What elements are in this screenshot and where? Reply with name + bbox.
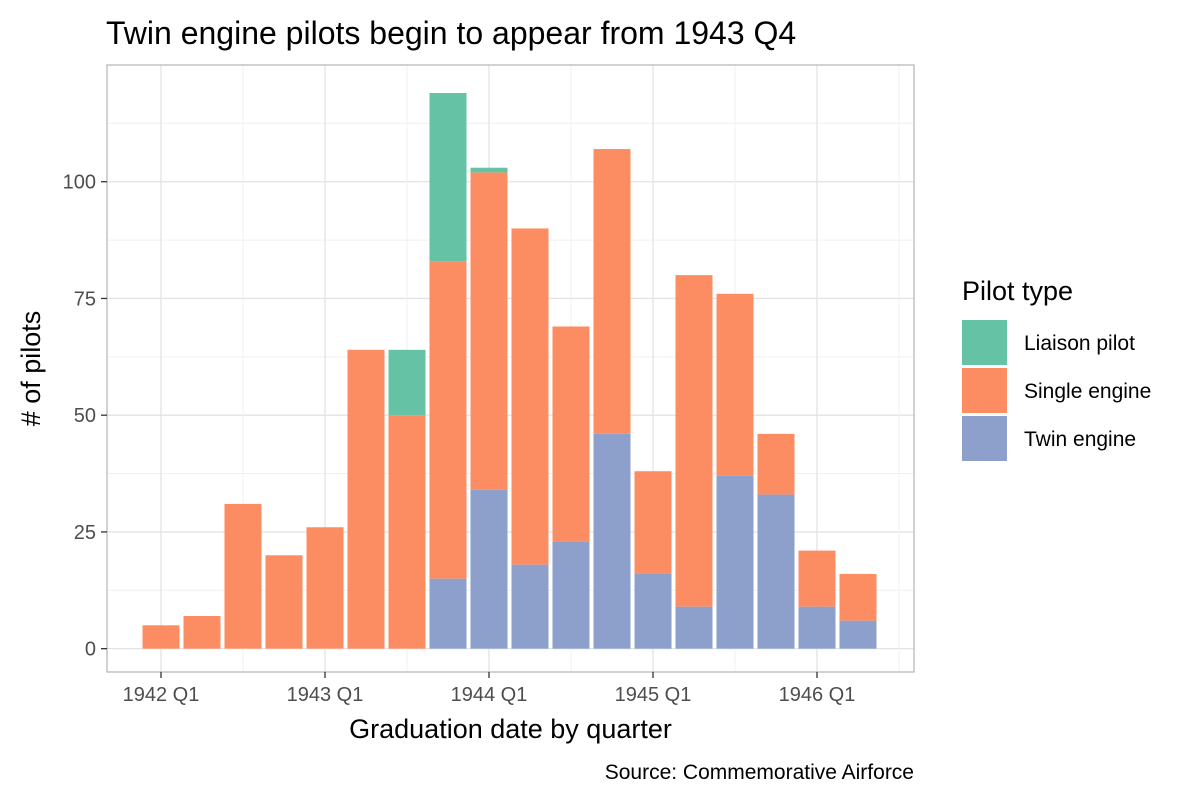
y-tick-label: 50 bbox=[74, 405, 96, 427]
legend-swatch-single-engine bbox=[962, 368, 1007, 413]
bar-segment-liaison-pilot bbox=[429, 93, 467, 262]
bar-segment-single-engine bbox=[634, 471, 672, 574]
chart-title: Twin engine pilots begin to appear from … bbox=[106, 15, 796, 51]
x-axis-title: Graduation date by quarter bbox=[349, 714, 672, 744]
bar-segment-twin-engine bbox=[716, 475, 754, 649]
x-tick-label: 1946 Q1 bbox=[779, 684, 856, 706]
bar-segment-single-engine bbox=[552, 326, 590, 542]
bar-segment-single-engine bbox=[347, 349, 385, 649]
bar-segment-twin-engine bbox=[470, 489, 508, 649]
x-tick-label: 1945 Q1 bbox=[615, 684, 692, 706]
bar-segment-single-engine bbox=[265, 555, 303, 649]
legend-label: Single engine bbox=[1024, 380, 1151, 403]
y-tick-label: 100 bbox=[63, 172, 96, 194]
y-tick-label: 25 bbox=[74, 522, 96, 544]
bar-segment-twin-engine bbox=[798, 606, 836, 649]
bar-segment-twin-engine bbox=[839, 620, 877, 649]
bar-segment-twin-engine bbox=[511, 564, 549, 649]
bar-segment-single-engine bbox=[757, 433, 795, 495]
bar-segment-twin-engine bbox=[675, 606, 713, 649]
bar-segment-single-engine bbox=[716, 293, 754, 476]
bar-segment-single-engine bbox=[142, 625, 180, 649]
y-axis-title: # of pilots bbox=[16, 311, 46, 427]
bar-segment-single-engine bbox=[593, 149, 631, 434]
x-tick-label: 1943 Q1 bbox=[287, 684, 364, 706]
bar-segment-liaison-pilot bbox=[388, 349, 426, 416]
bar-segment-single-engine bbox=[675, 275, 713, 607]
bar-segment-single-engine bbox=[839, 573, 877, 621]
bar-segment-liaison-pilot bbox=[470, 167, 508, 173]
source-caption: Source: Commemorative Airforce bbox=[605, 761, 914, 784]
legend-label: Twin engine bbox=[1024, 428, 1136, 451]
x-tick-label: 1942 Q1 bbox=[123, 684, 200, 706]
legend: Pilot type Liaison pilot Single engine Twi… bbox=[962, 276, 1151, 461]
bar-segment-twin-engine bbox=[757, 494, 795, 649]
y-tick-label: 0 bbox=[85, 639, 96, 661]
legend-swatch-liaison-pilot bbox=[962, 320, 1007, 365]
bar-segment-single-engine bbox=[224, 503, 262, 649]
bar-segment-single-engine bbox=[798, 550, 836, 607]
bar-segment-single-engine bbox=[306, 527, 344, 649]
bar-segment-single-engine bbox=[429, 261, 467, 579]
axes: 0 25 50 75 100 1942 Q1 1943 Q1 1944 Q1 1945 Q1 19… bbox=[63, 172, 856, 706]
legend-label: Liaison pilot bbox=[1024, 332, 1135, 355]
x-tick-label: 1944 Q1 bbox=[451, 684, 528, 706]
y-tick-label: 75 bbox=[74, 288, 96, 310]
bar-segment-single-engine bbox=[470, 172, 508, 490]
bar-segment-single-engine bbox=[183, 615, 221, 649]
bar-segment-twin-engine bbox=[552, 541, 590, 649]
bar-segment-single-engine bbox=[388, 415, 426, 649]
bars bbox=[142, 93, 877, 649]
bar-segment-single-engine bbox=[511, 228, 549, 565]
bar-segment-twin-engine bbox=[593, 433, 631, 649]
legend-swatch-twin-engine bbox=[962, 416, 1007, 461]
bar-segment-twin-engine bbox=[429, 578, 467, 649]
plot-panel-border bbox=[106, 64, 915, 673]
bar-segment-twin-engine bbox=[634, 573, 672, 649]
legend-title: Pilot type bbox=[962, 276, 1073, 306]
